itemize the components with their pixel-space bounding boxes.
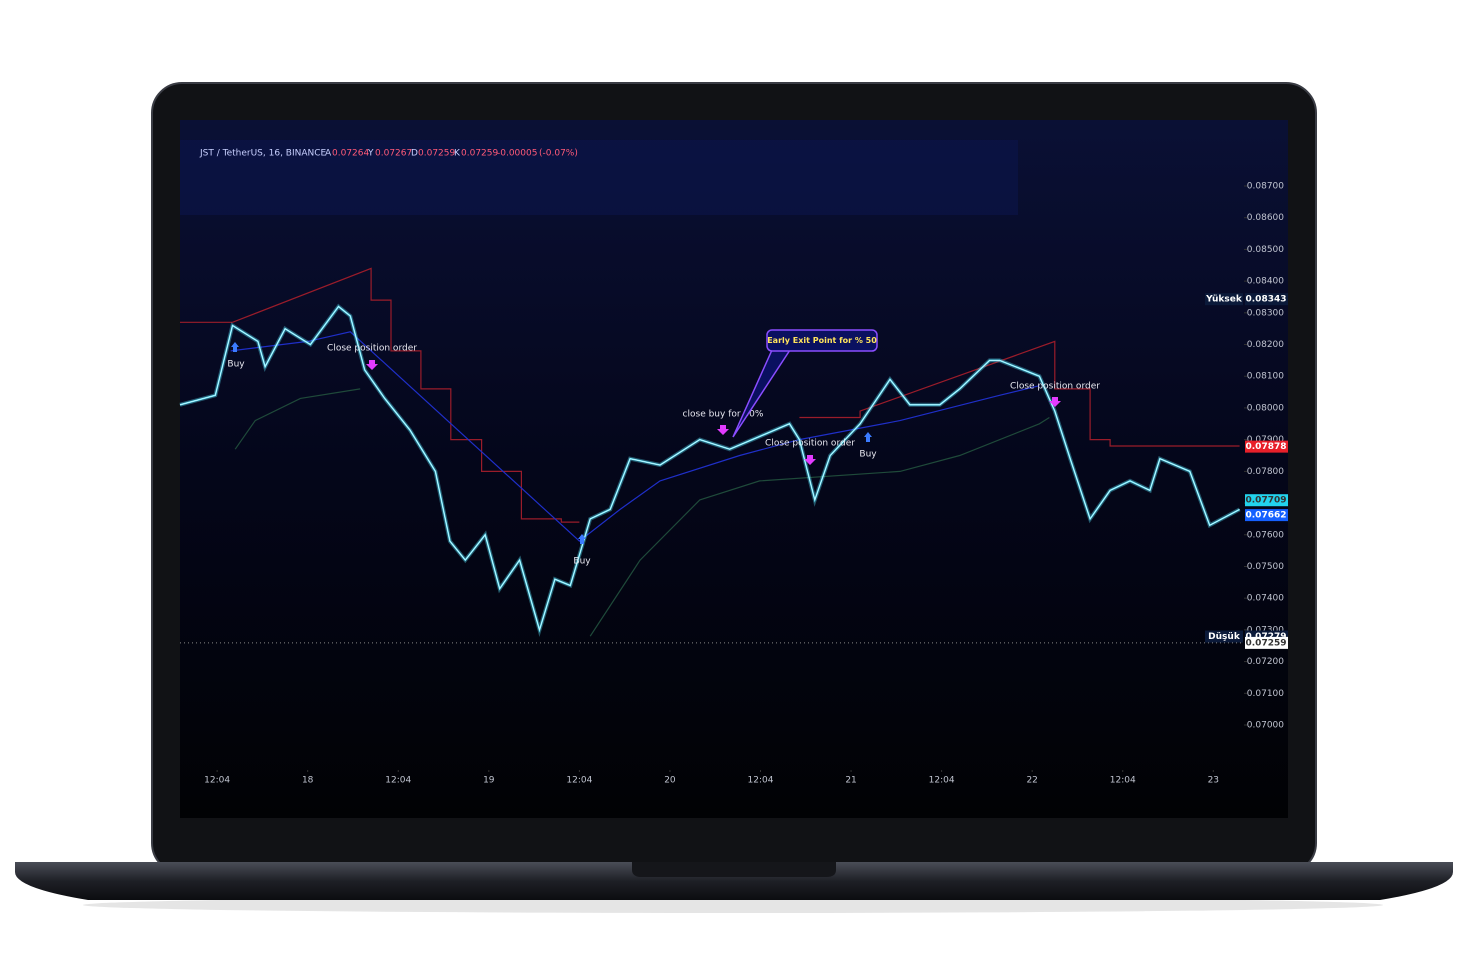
price-tag-label: 0.08343	[1246, 295, 1287, 305]
y-tick-label: 0.07600	[1247, 530, 1284, 540]
y-tick-label: 0.07000	[1247, 721, 1284, 731]
x-tick-label: 22	[1026, 776, 1037, 786]
header-band	[180, 140, 1018, 215]
y-tick-label: 0.07800	[1247, 467, 1284, 477]
price-tag-label: 0.07709	[1246, 496, 1287, 506]
ohlc-label: D	[411, 149, 418, 159]
x-tick-label: 23	[1208, 776, 1219, 786]
y-tick-label: 0.07200	[1247, 657, 1284, 667]
callout-box	[766, 329, 878, 352]
ohlc-value: 0.07264	[332, 149, 369, 159]
series-line	[234, 388, 1050, 637]
chart-title: JST / TetherUS, 16, BINANCE	[199, 149, 327, 159]
y-tick-label: 0.07500	[1247, 562, 1284, 572]
price-tag-name: Düşük	[1208, 632, 1241, 642]
ohlc-value: 0.07259	[461, 149, 498, 159]
x-tick-label: 20	[664, 776, 676, 786]
price-core	[179, 306, 1240, 631]
y-tick-label: 0.07300	[1247, 625, 1284, 635]
price-tag	[1245, 293, 1288, 306]
series-line	[180, 267, 1240, 523]
ohlc-label: Y	[367, 149, 374, 159]
screen	[180, 120, 1288, 818]
y-tick-label: 0.07400	[1247, 594, 1284, 604]
x-tick-label: 18	[302, 776, 314, 786]
x-tick-label: 12:04	[748, 776, 774, 786]
x-tick-label: 12:04	[929, 776, 955, 786]
price-tag-label: 0.07662	[1246, 511, 1287, 521]
annotation: Close position order	[327, 344, 417, 354]
price-tag	[1245, 494, 1288, 507]
sell-arrow	[366, 360, 378, 370]
shadow	[83, 897, 1383, 913]
price-tag-name: Yüksek	[1205, 295, 1243, 305]
change: -0.00005	[497, 149, 537, 159]
price-tag-name-bg	[1205, 293, 1243, 306]
price-tag	[1245, 440, 1288, 453]
y-tick-label: 0.08000	[1247, 403, 1284, 413]
x-tick-label: 12:04	[204, 776, 230, 786]
x-tick-label: 12:04	[566, 776, 592, 786]
change-pct: (-0.07%)	[539, 149, 578, 159]
sell-arrow	[717, 425, 729, 435]
sell-arrow	[1049, 397, 1061, 407]
callout-pointer	[732, 349, 791, 438]
buy-arrow	[231, 342, 239, 352]
price-tag-label: 0.07878	[1246, 442, 1287, 452]
y-tick-label: 0.07100	[1247, 689, 1284, 699]
laptop-base	[15, 862, 1453, 900]
y-tick-label: 0.08200	[1247, 340, 1284, 350]
sell-arrow	[804, 455, 816, 465]
annotation: Close position order	[765, 439, 855, 449]
notch	[632, 862, 836, 877]
y-tick-label: 0.08400	[1247, 277, 1284, 287]
series-line	[230, 331, 1040, 542]
annotation: Buy	[859, 450, 877, 460]
ohlc-label: A	[325, 149, 332, 159]
annotation: close buy for 50%	[683, 410, 764, 420]
y-tick-label: 0.08600	[1247, 213, 1284, 223]
y-tick-label: 0.08300	[1247, 308, 1284, 318]
buy-arrow	[578, 534, 586, 544]
ohlc-label: K	[454, 149, 461, 159]
y-tick-label: 0.08700	[1247, 182, 1284, 192]
y-tick-label: 0.07900	[1247, 435, 1284, 445]
buy-arrow	[864, 432, 872, 442]
callout-text: Early Exit Point for % 50	[767, 336, 877, 345]
x-tick-label: 12:04	[1110, 776, 1136, 786]
annotation: Buy	[227, 360, 245, 370]
x-tick-label: 19	[483, 776, 495, 786]
x-tick-label: 12:04	[385, 776, 411, 786]
annotation: Buy	[573, 557, 591, 567]
annotation: Close position order	[1010, 382, 1100, 392]
price-tag	[1245, 636, 1288, 649]
ohlc-value: 0.07259	[418, 149, 455, 159]
ohlc-value: 0.07267	[375, 149, 412, 159]
y-tick-label: 0.08100	[1247, 372, 1284, 382]
price-tag-name-bg	[1205, 630, 1243, 643]
price-tag-label: 0.07259	[1246, 638, 1287, 648]
price-tag	[1245, 509, 1288, 522]
x-tick-label: 21	[845, 776, 856, 786]
y-tick-label: 0.08500	[1247, 245, 1284, 255]
